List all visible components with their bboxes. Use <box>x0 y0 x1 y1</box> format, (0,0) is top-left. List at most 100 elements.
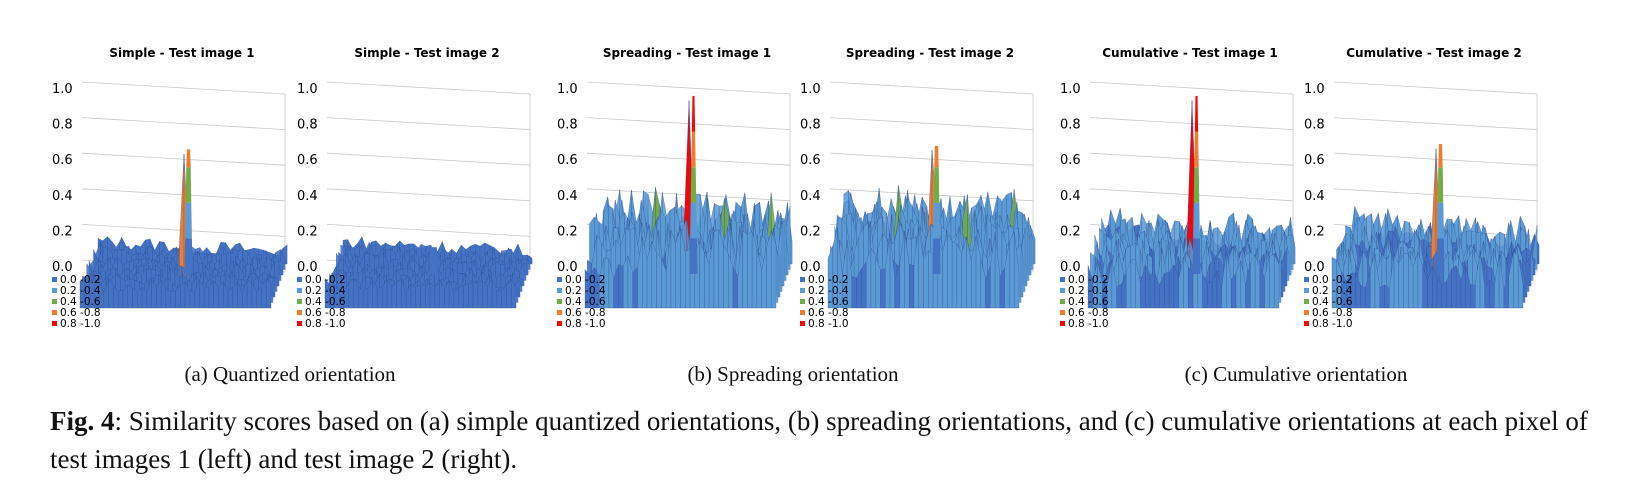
panel-title: Cumulative - Test image 2 <box>1346 46 1522 60</box>
caption-label: Fig. 4 <box>50 406 115 436</box>
legend-label: 0.6 -0.8 <box>305 307 346 319</box>
surface-plot-spreading-2: Spreading - Test image 2 1.0 0.8 0.6 0.4 0.2 0… <box>800 46 1036 330</box>
peak-band <box>690 167 697 203</box>
surface-facet <box>232 282 238 309</box>
legend-swatch <box>1304 310 1309 315</box>
peak-band <box>1437 202 1444 239</box>
surface-facet <box>1379 284 1385 309</box>
z-tick-label: 0.4 <box>297 189 318 204</box>
z-tick-label: 0.0 <box>1060 260 1081 275</box>
gridline <box>326 152 531 166</box>
legend-swatch <box>1304 321 1309 326</box>
legend-label: 0.8 -1.0 <box>305 318 346 330</box>
legend-swatch <box>557 310 562 315</box>
legend-swatch <box>557 321 562 326</box>
surface-facet <box>742 230 748 309</box>
legend-label: 0.8 -1.0 <box>1068 318 1109 330</box>
panel-title: Simple - Test image 2 <box>354 46 499 60</box>
peak-band <box>1193 167 1200 203</box>
gridline <box>326 117 531 130</box>
legend-label: 0.2 -0.4 <box>565 285 606 297</box>
z-tick-label: 0.8 <box>800 118 821 133</box>
legend-swatch <box>297 299 302 304</box>
panel-title: Spreading - Test image 2 <box>846 46 1014 60</box>
surface-facet <box>1250 254 1256 309</box>
legend-label: 0.4 -0.6 <box>565 296 606 308</box>
z-tick-label: 0.2 <box>52 224 73 239</box>
z-tick-label: 0.2 <box>297 224 318 239</box>
legend-swatch <box>1060 321 1065 326</box>
z-tick-label: 0.4 <box>52 189 73 204</box>
subcaption-c: (c) Cumulative orientation <box>1184 362 1408 386</box>
legend-swatch <box>297 310 302 315</box>
legend-swatch <box>557 299 562 304</box>
legend-label: 0.4 -0.6 <box>305 296 346 308</box>
legend-swatch <box>1060 277 1065 282</box>
legend-swatch <box>1060 299 1065 304</box>
surface-facet <box>923 250 929 309</box>
peak-band <box>1436 238 1445 274</box>
legend-label: 0.0 -0.2 <box>565 274 606 286</box>
legend-swatch <box>1304 277 1309 282</box>
surface-facet <box>1169 264 1175 309</box>
surface-facet <box>1269 254 1275 309</box>
surface-facet <box>348 278 354 309</box>
surface-plot-spreading-1: Spreading - Test image 1 1.0 0.8 0.6 0.4 0.2 0… <box>557 46 793 330</box>
z-tick-label: 0.6 <box>297 153 318 168</box>
legend-swatch <box>52 288 57 293</box>
peak-band <box>429 247 438 274</box>
z-tick-label: 1.0 <box>1304 82 1325 97</box>
surface-facet <box>463 283 469 309</box>
peak-band <box>933 202 940 239</box>
figure-caption: Fig. 4: Similarity scores based on (a) s… <box>50 402 1630 478</box>
peak-band <box>1437 167 1444 203</box>
peak-band <box>690 202 697 239</box>
surface-facet <box>266 278 272 309</box>
z-tick-label: 1.0 <box>297 82 318 97</box>
legend-label: 0.6 -0.8 <box>808 307 849 319</box>
legend-swatch <box>297 277 302 282</box>
surface-plot-simple-1: Simple - Test image 11.00.80.60.40.20.00… <box>52 46 288 330</box>
legend-label: 0.8 -1.0 <box>1312 318 1353 330</box>
surface-facet <box>723 244 729 309</box>
legend-label: 0.4 -0.6 <box>808 296 849 308</box>
gridline <box>81 81 286 95</box>
subcaption-a: (a) Quantized orientation <box>184 362 396 386</box>
peak-band <box>691 131 696 168</box>
z-tick-label: 0.4 <box>1304 189 1325 204</box>
z-tick-label: 0.2 <box>557 224 578 239</box>
surface-facet <box>1393 254 1399 309</box>
surface-facet <box>771 230 777 309</box>
surface-facet <box>396 279 402 309</box>
surface-facet <box>425 282 431 309</box>
surface-facet <box>1451 265 1457 309</box>
peak-band <box>1193 202 1200 239</box>
legend-swatch <box>1060 310 1065 315</box>
surface-plot-cumulative-1: Cumulative - Test image 1 1.0 0.8 0.6 0.4 0.2… <box>1060 46 1296 330</box>
legend-swatch <box>1304 288 1309 293</box>
surface-facet <box>180 281 186 309</box>
surface-facet <box>377 286 383 309</box>
surface-facet <box>1130 259 1136 309</box>
gridline <box>1089 81 1294 95</box>
surface-facet <box>420 284 426 309</box>
surface-facet <box>713 229 719 309</box>
z-tick-label: 1.0 <box>1060 82 1081 97</box>
peak-band <box>184 238 193 274</box>
legend-label: 0.4 -0.6 <box>1068 296 1109 308</box>
gridline <box>81 117 286 130</box>
surface-facet <box>246 279 253 309</box>
legend-label: 0.8 -1.0 <box>60 318 101 330</box>
legend-label: 0.0 -0.2 <box>305 274 346 286</box>
legend-label: 0.2 -0.4 <box>808 285 849 297</box>
z-tick-label: 0.4 <box>1060 189 1081 204</box>
surface-facet <box>1398 253 1404 309</box>
surface-facet <box>118 290 124 309</box>
gridline <box>326 188 531 202</box>
surface-facet <box>1360 285 1366 309</box>
z-tick-label: 0.8 <box>52 118 73 133</box>
gridline <box>586 81 791 95</box>
surface-facet <box>358 286 364 309</box>
legend-label: 0.0 -0.2 <box>1068 274 1109 286</box>
surface-facet <box>1164 272 1170 309</box>
